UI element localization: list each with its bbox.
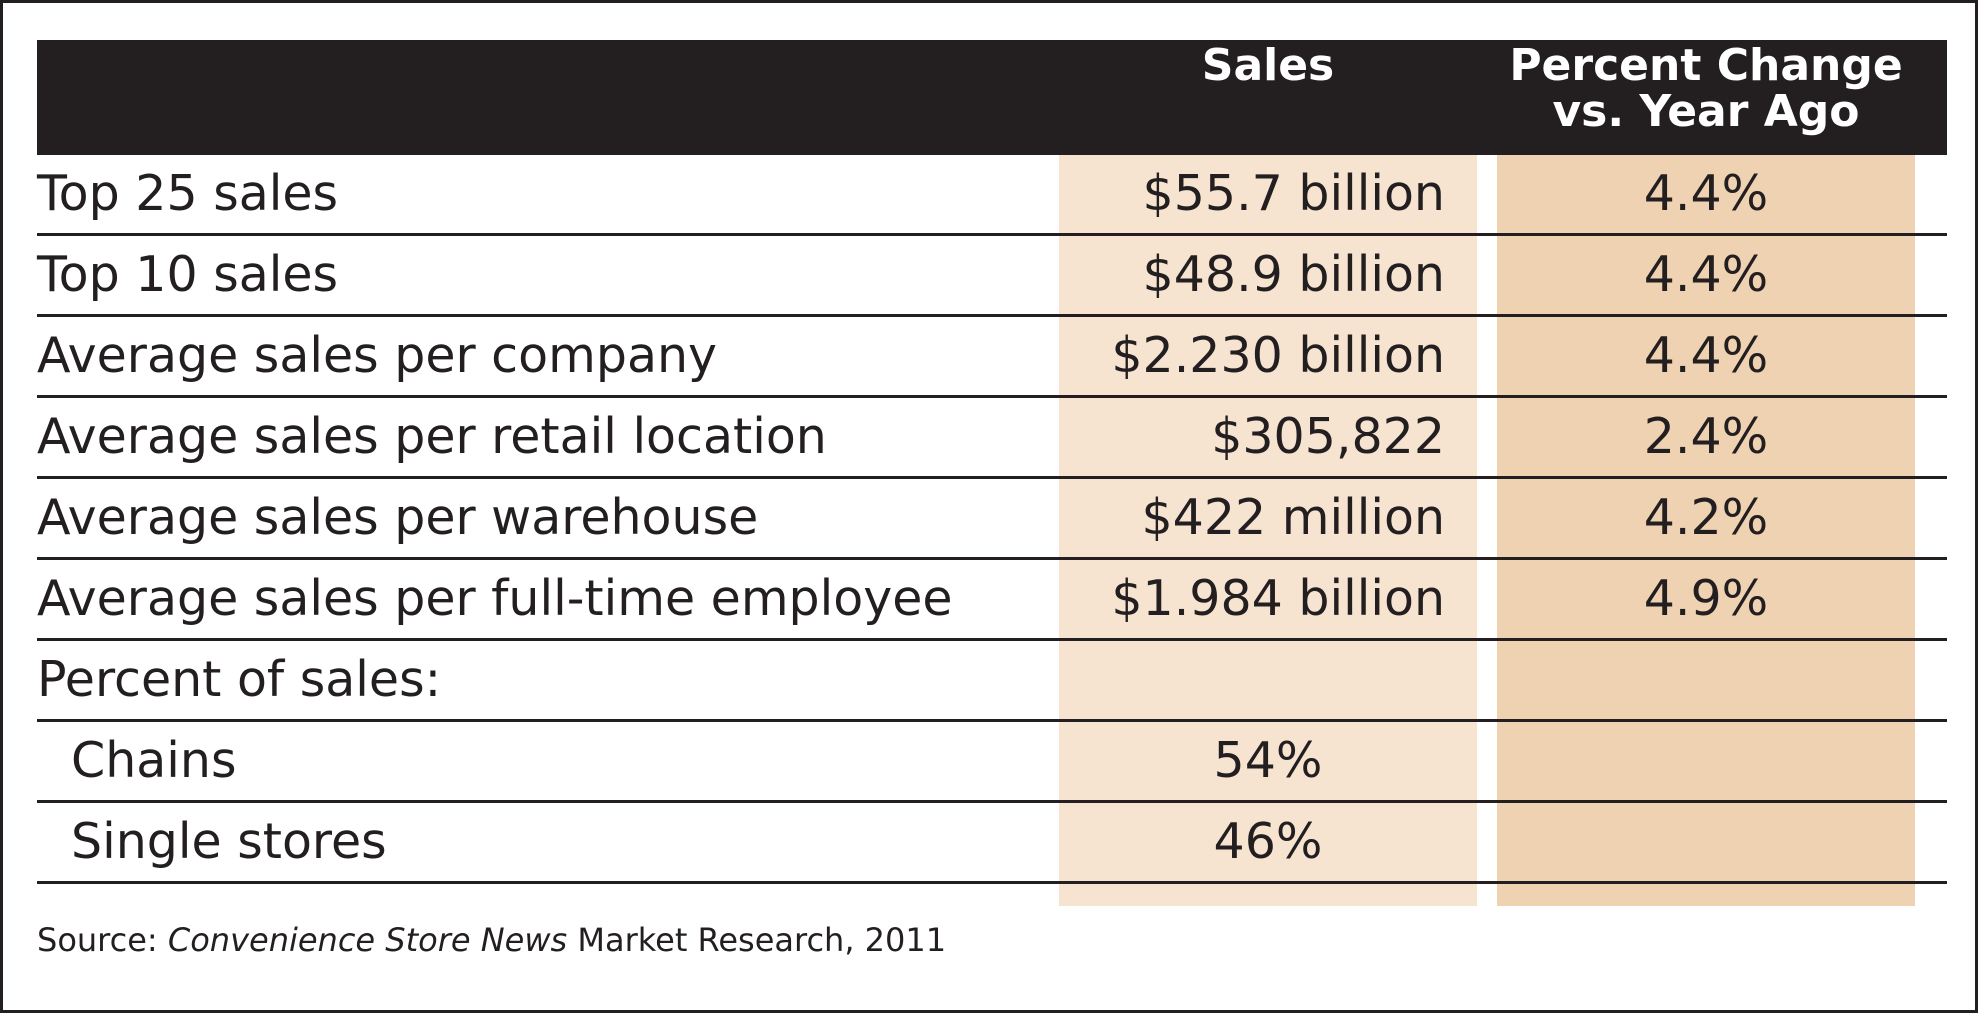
source-publication: Convenience Store News: [167, 921, 568, 959]
pct-change-cell: 4.4%: [1643, 165, 1769, 222]
sales-cell: [1059, 641, 1445, 719]
row-label: Average sales per full-time employee: [37, 570, 953, 627]
pct-change-cell: [1497, 641, 1915, 719]
sales-cell: $48.9 billion: [1142, 246, 1445, 303]
table-row: Top 10 sales $48.9 billion 4.4%: [37, 236, 1947, 317]
row-label: Percent of sales:: [37, 651, 442, 708]
sales-cell: $55.7 billion: [1142, 165, 1445, 222]
table-row: Chains 54%: [37, 722, 1947, 803]
pct-change-cell: 4.4%: [1643, 327, 1769, 384]
row-label: Average sales per warehouse: [37, 489, 759, 546]
table-header: [37, 40, 1947, 155]
source-prefix: Source:: [37, 921, 168, 959]
pct-change-cell: 4.9%: [1643, 570, 1769, 627]
source-note: Source: Convenience Store News Market Re…: [37, 921, 946, 959]
row-label: Single stores: [71, 813, 387, 870]
table-row: Single stores 46%: [37, 803, 1947, 884]
sales-cell: $1.984 billion: [1111, 570, 1445, 627]
sales-column-header: Sales: [1201, 40, 1335, 91]
row-label: Top 25 sales: [37, 165, 339, 222]
pct-change-cell: 4.4%: [1643, 246, 1769, 303]
row-label: Top 10 sales: [37, 246, 339, 303]
table-row: Top 25 sales $55.7 billion 4.4%: [37, 155, 1947, 236]
source-suffix: Market Research, 2011: [567, 921, 947, 959]
pct-change-cell: 2.4%: [1643, 408, 1769, 465]
sales-column-band: [1059, 154, 1477, 906]
table-row: Average sales per retail location $305,8…: [37, 398, 1947, 479]
column-bands: [3, 3, 1975, 1010]
sales-cell: $305,822: [1211, 408, 1445, 465]
row-label: Chains: [71, 732, 237, 789]
pct-change-cell: [1497, 722, 1915, 800]
table-row-section-heading: Percent of sales:: [37, 641, 1947, 722]
sales-cell: 54%: [1213, 732, 1323, 789]
pct-change-cell: 4.2%: [1643, 489, 1769, 546]
table-row: Average sales per full-time employee $1.…: [37, 560, 1947, 641]
table-row: Average sales per warehouse $422 million…: [37, 479, 1947, 560]
sales-cell: $422 million: [1141, 489, 1446, 546]
pct-change-cell: [1497, 803, 1915, 881]
sales-cell: 46%: [1213, 813, 1323, 870]
pct-change-column-band: [1497, 154, 1915, 906]
row-label: Average sales per retail location: [37, 408, 827, 465]
row-label: Average sales per company: [37, 327, 718, 384]
table-row: Average sales per company $2.230 billion…: [37, 317, 1947, 398]
pct-change-column-header: Percent Change vs. Year Ago: [1509, 40, 1903, 137]
table-body: Top 25 sales $55.7 billion 4.4% Top 10 s…: [37, 155, 1947, 884]
sales-cell: $2.230 billion: [1111, 327, 1445, 384]
